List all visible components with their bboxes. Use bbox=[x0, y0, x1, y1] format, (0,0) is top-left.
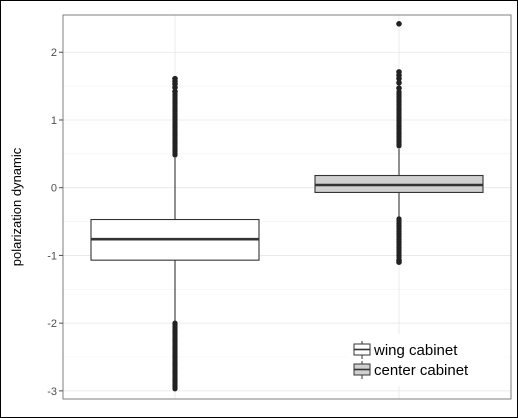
outlier-point bbox=[396, 85, 402, 91]
y-tick-label: 1 bbox=[51, 115, 57, 127]
legend-label: center cabinet bbox=[374, 362, 469, 379]
outlier-point bbox=[172, 75, 178, 82]
legend-background bbox=[347, 334, 503, 386]
outlier-point bbox=[172, 88, 178, 95]
outlier-point bbox=[396, 69, 402, 75]
outlier-point bbox=[396, 143, 402, 149]
box-group bbox=[314, 21, 484, 265]
outlier-point bbox=[396, 79, 402, 86]
box-group bbox=[90, 75, 260, 392]
outlier-point bbox=[172, 152, 178, 158]
y-axis: -3 -2 -1 0 1 2 bbox=[47, 47, 63, 398]
legend-label: wing cabinet bbox=[373, 342, 458, 359]
outlier-point bbox=[396, 21, 402, 27]
y-tick-label: 0 bbox=[51, 183, 57, 195]
legend-key bbox=[353, 341, 371, 359]
outlier-point bbox=[172, 386, 178, 392]
y-tick-label: -3 bbox=[47, 386, 57, 398]
legend: wing cabinet center cabinet bbox=[347, 334, 503, 386]
y-tick-label: 2 bbox=[51, 47, 57, 59]
y-axis-title: polarization dynamic bbox=[9, 147, 24, 266]
y-tick-label: -2 bbox=[47, 318, 57, 330]
plot-panel-border bbox=[62, 14, 512, 400]
y-tick-label: -1 bbox=[47, 250, 57, 262]
legend-key bbox=[353, 361, 371, 379]
outlier-point bbox=[396, 259, 402, 265]
boxes-layer bbox=[90, 21, 484, 392]
